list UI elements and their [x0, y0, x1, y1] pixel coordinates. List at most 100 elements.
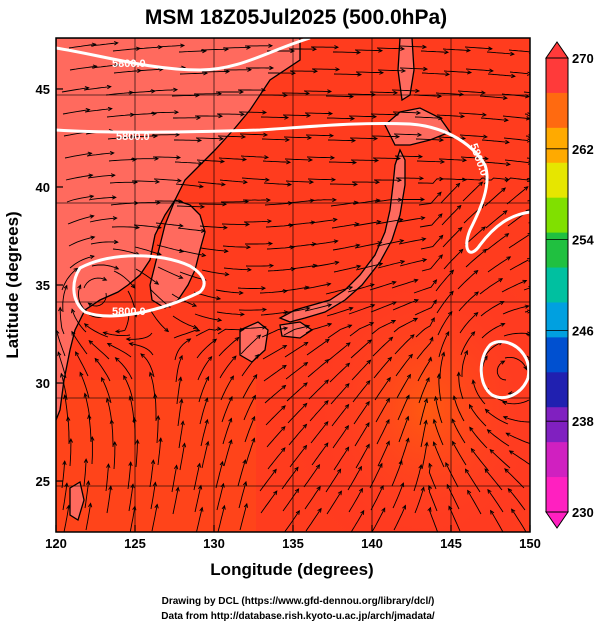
streamline-arrowhead [130, 483, 135, 489]
streamline-arrowhead [241, 134, 247, 139]
streamline-arrowhead [269, 263, 275, 268]
streamline-arrowhead [393, 90, 399, 95]
streamline [245, 265, 274, 267]
colorbar-label: 246 [572, 323, 594, 338]
streamline [263, 365, 287, 382]
streamline-arrowhead [500, 322, 506, 327]
streamline [244, 220, 272, 223]
streamline-arrowhead [429, 336, 434, 342]
streamline-arrowhead [135, 225, 141, 230]
streamline [489, 449, 511, 469]
streamline [283, 325, 310, 336]
streamline-arrowhead [295, 510, 300, 515]
streamline-arrowhead [308, 157, 314, 163]
streamline-arrowhead [422, 258, 428, 263]
streamline-arrowhead [264, 155, 270, 160]
streamline [376, 240, 404, 247]
colorbar-label: 262 [572, 142, 594, 157]
colorbar-segment [546, 162, 568, 199]
streamline [419, 213, 443, 228]
streamline-arrowhead [155, 179, 161, 184]
streamline-arrowhead [89, 254, 95, 260]
streamline [303, 283, 331, 290]
streamline [460, 331, 475, 356]
streamline [326, 307, 353, 317]
streamline-arrowhead [283, 93, 289, 98]
streamline-arrowhead [268, 241, 274, 246]
streamline-arrowhead [324, 400, 329, 405]
streamline-arrowhead [365, 379, 371, 385]
streamline-arrowhead [266, 197, 271, 203]
streamline-arrowhead [482, 248, 488, 254]
streamline-arrowhead [83, 323, 89, 328]
streamline [75, 351, 89, 377]
streamline [421, 72, 450, 75]
streamline [333, 51, 361, 53]
streamline [195, 328, 221, 337]
streamline-arrowhead [164, 327, 170, 333]
streamline-arrowhead [483, 355, 488, 361]
colorbar-label: 254 [572, 233, 594, 248]
streamline [305, 134, 334, 137]
streamline-arrowhead [261, 325, 267, 330]
streamline [201, 269, 229, 275]
streamline [421, 254, 443, 272]
streamline [171, 465, 178, 493]
streamline [350, 510, 365, 532]
streamline [349, 137, 377, 140]
y-axis-ticks: 25 30 35 40 45 [36, 82, 63, 489]
streamline [79, 372, 90, 399]
streamline-arrowhead [452, 395, 457, 401]
streamline-arrowhead [107, 106, 113, 112]
streamline [282, 488, 299, 512]
streamline [115, 312, 130, 332]
streamline-arrowhead [344, 446, 350, 452]
streamline-arrowhead [234, 336, 240, 342]
streamline [461, 350, 468, 377]
streamline [221, 201, 249, 203]
streamline-arrowhead [352, 160, 358, 165]
streamline [303, 464, 320, 488]
streamline [482, 341, 503, 361]
streamline [374, 377, 391, 401]
streamline-arrowhead [88, 173, 94, 178]
streamline-arrowhead [114, 63, 120, 68]
streamline [111, 226, 140, 229]
streamline [56, 330, 66, 357]
streamline [399, 67, 428, 70]
streamline-arrowhead [501, 400, 507, 406]
streamline-arrowhead [87, 414, 92, 420]
streamline-arrowhead [432, 279, 438, 285]
streamline-arrowhead [332, 197, 337, 203]
x-tick-label: 140 [361, 536, 383, 551]
streamline-arrowhead [420, 197, 426, 202]
streamline-arrowhead [504, 468, 509, 473]
streamline-arrowhead [402, 504, 407, 510]
streamline [307, 359, 329, 378]
streamline-arrowhead [467, 489, 472, 495]
streamline [220, 375, 234, 401]
streamline [245, 438, 255, 465]
streamline-arrowhead [242, 458, 247, 465]
streamline [151, 504, 158, 532]
streamline [285, 180, 314, 183]
streamline [442, 227, 463, 248]
contour-label: 5800.0 [112, 306, 146, 318]
streamline-arrowhead [290, 48, 296, 54]
streamline [193, 463, 201, 491]
streamline-arrowhead [324, 379, 330, 385]
streamline [419, 398, 428, 426]
streamline [328, 342, 351, 361]
streamline [523, 91, 530, 94]
streamline-arrowhead [323, 420, 329, 426]
streamline-arrowhead [428, 484, 433, 490]
streamline [305, 508, 322, 532]
streamline-arrowhead [216, 326, 222, 331]
streamline-arrowhead [464, 468, 470, 474]
streamline [526, 355, 530, 359]
streamline-arrowhead [353, 182, 359, 187]
streamline-arrowhead [391, 280, 397, 285]
streamline [242, 374, 258, 399]
streamline-arrowhead [302, 444, 308, 450]
streamline [84, 323, 109, 338]
